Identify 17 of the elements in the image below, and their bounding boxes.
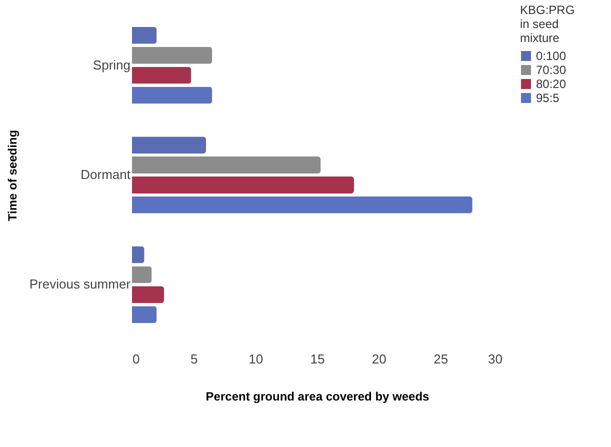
x-tick-label: 10: [248, 352, 264, 366]
y-tick-label: Previous summer: [29, 276, 132, 292]
x-tick-label: 15: [310, 352, 325, 366]
y-axis-title: Time of seeding: [5, 130, 20, 222]
x-tick-label: 30: [488, 352, 502, 366]
legend-label: 0:100: [536, 49, 566, 63]
x-axis-title: Percent ground area covered by weeds: [206, 390, 430, 404]
x-tick-label: 5: [190, 352, 198, 366]
legend-label: 70:30: [536, 63, 566, 77]
legend-title: KBG:PRG in seed mixture: [520, 3, 575, 45]
x-tick-label: 20: [372, 352, 386, 366]
y-tick-label: Spring: [92, 57, 130, 72]
x-tick-label: 0: [132, 352, 140, 366]
legend-label: 95:5: [536, 91, 560, 105]
y-tick-label: Dormant: [80, 167, 131, 182]
x-tick-label: 25: [434, 352, 448, 366]
legend-label: 80:20: [536, 77, 566, 91]
